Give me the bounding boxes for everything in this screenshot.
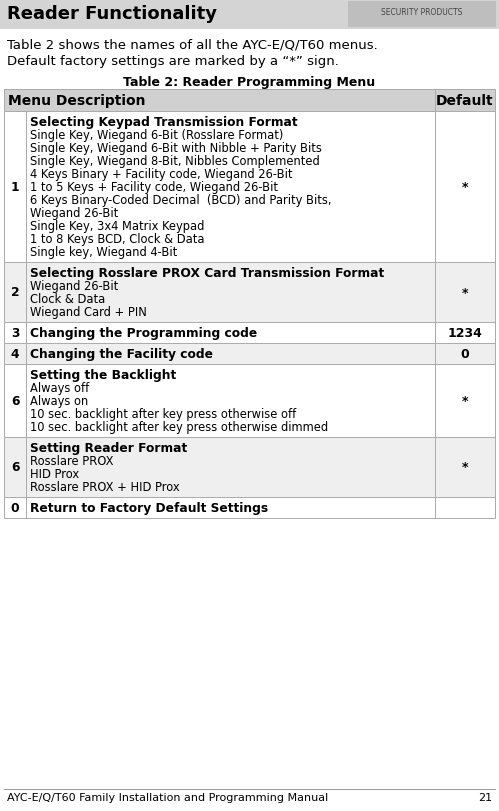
Bar [4,263,495,323]
Text: *: * [462,394,468,407]
Bar [4,437,495,497]
Text: Always on: Always on [30,394,88,407]
Text: AYC-E/Q/T60 Family Installation and Programming Manual: AYC-E/Q/T60 Family Installation and Prog… [7,792,328,802]
Bar [4,323,495,344]
Text: Changing the Programming code: Changing the Programming code [30,327,257,340]
Text: HID Prox: HID Prox [30,467,79,480]
Text: 6: 6 [11,461,19,474]
Text: *: * [462,286,468,299]
Text: 6 Keys Binary-Coded Decimal  (BCD) and Parity Bits,: 6 Keys Binary-Coded Decimal (BCD) and Pa… [30,194,331,207]
Text: Rosslare PROX + HID Prox: Rosslare PROX + HID Prox [30,480,180,493]
Text: Selecting Rosslare PROX Card Transmission Format: Selecting Rosslare PROX Card Transmissio… [30,267,384,280]
Bar [4,365,495,437]
Text: 10 sec. backlight after key press otherwise off: 10 sec. backlight after key press otherw… [30,407,296,420]
Text: Always off: Always off [30,381,89,394]
Bar [4,497,495,518]
Bar [4,344,495,365]
Bar [4,90,495,112]
Text: 1: 1 [10,181,19,194]
Text: 1234: 1234 [448,327,483,340]
Text: Wiegand Card + PIN: Wiegand Card + PIN [30,306,147,319]
Bar [348,2,496,28]
Text: 6: 6 [11,394,19,407]
Bar [4,497,495,518]
Text: Changing the Facility code: Changing the Facility code [30,348,213,361]
Text: *: * [462,461,468,474]
Bar [4,365,495,437]
Bar [4,112,495,263]
Text: 21: 21 [478,792,492,802]
Text: Selecting Keypad Transmission Format: Selecting Keypad Transmission Format [30,116,297,129]
Text: Wiegand 26-Bit: Wiegand 26-Bit [30,207,118,220]
Text: Single key, Wiegand 4-Bit: Single key, Wiegand 4-Bit [30,246,177,259]
Bar [4,437,495,497]
Text: Table 2: Reader Programming Menu: Table 2: Reader Programming Menu [123,76,375,89]
Bar [4,263,495,323]
Bar [4,323,495,344]
Text: Single Key, Wiegand 6-Bit with Nibble + Parity Bits: Single Key, Wiegand 6-Bit with Nibble + … [30,142,322,155]
Text: Return to Factory Default Settings: Return to Factory Default Settings [30,501,268,514]
Text: Rosslare PROX: Rosslare PROX [30,454,113,467]
Text: *: * [462,181,468,194]
Text: Wiegand 26-Bit: Wiegand 26-Bit [30,280,118,293]
Text: Default: Default [436,94,494,108]
Text: 0: 0 [461,348,470,361]
Text: Default factory settings are marked by a “*” sign.: Default factory settings are marked by a… [7,55,339,68]
Text: 2: 2 [10,286,19,299]
Text: Single Key, 3x4 Matrix Keypad: Single Key, 3x4 Matrix Keypad [30,220,205,233]
Text: Setting the Backlight: Setting the Backlight [30,368,176,381]
Text: Menu Description: Menu Description [8,94,146,108]
Text: 1 to 5 Keys + Facility code, Wiegand 26-Bit: 1 to 5 Keys + Facility code, Wiegand 26-… [30,181,278,194]
Text: Setting Reader Format: Setting Reader Format [30,441,187,454]
Text: SECURITY PRODUCTS: SECURITY PRODUCTS [381,8,463,17]
Text: Single Key, Wiegand 6-Bit (Rosslare Format): Single Key, Wiegand 6-Bit (Rosslare Form… [30,129,283,142]
Bar [4,90,495,112]
Text: 1 to 8 Keys BCD, Clock & Data: 1 to 8 Keys BCD, Clock & Data [30,233,205,246]
Bar [4,112,495,263]
Text: 0: 0 [10,501,19,514]
Bar [4,344,495,365]
Text: 4 Keys Binary + Facility code, Wiegand 26-Bit: 4 Keys Binary + Facility code, Wiegand 2… [30,168,292,181]
Text: 4: 4 [11,348,19,361]
Bar [0,0,499,30]
Text: 3: 3 [11,327,19,340]
Text: Table 2 shows the names of all the AYC-E/Q/T60 menus.: Table 2 shows the names of all the AYC-E… [7,38,378,51]
Text: Clock & Data: Clock & Data [30,293,105,306]
Text: Single Key, Wiegand 8-Bit, Nibbles Complemented: Single Key, Wiegand 8-Bit, Nibbles Compl… [30,155,320,168]
Text: 10 sec. backlight after key press otherwise dimmed: 10 sec. backlight after key press otherw… [30,420,328,433]
Text: Reader Functionality: Reader Functionality [7,5,217,23]
